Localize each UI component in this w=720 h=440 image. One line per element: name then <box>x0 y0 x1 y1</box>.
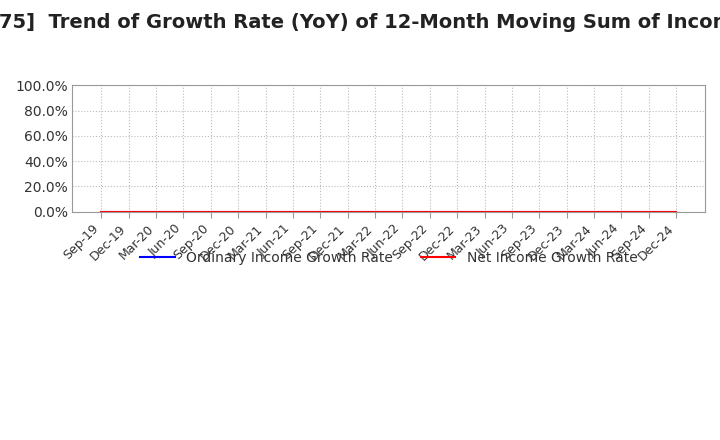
Ordinary Income Growth Rate <box>234 209 243 214</box>
Net Income Growth Rate <box>289 209 297 214</box>
Ordinary Income Growth Rate <box>152 209 161 214</box>
Net Income Growth Rate <box>453 209 462 214</box>
Net Income Growth Rate <box>152 209 161 214</box>
Net Income Growth Rate <box>644 209 653 214</box>
Ordinary Income Growth Rate <box>617 209 626 214</box>
Net Income Growth Rate <box>590 209 598 214</box>
Ordinary Income Growth Rate <box>371 209 379 214</box>
Net Income Growth Rate <box>480 209 489 214</box>
Net Income Growth Rate <box>508 209 516 214</box>
Ordinary Income Growth Rate <box>343 209 352 214</box>
Ordinary Income Growth Rate <box>590 209 598 214</box>
Ordinary Income Growth Rate <box>207 209 215 214</box>
Ordinary Income Growth Rate <box>480 209 489 214</box>
Text: [6775]  Trend of Growth Rate (YoY) of 12-Month Moving Sum of Incomes: [6775] Trend of Growth Rate (YoY) of 12-… <box>0 13 720 32</box>
Net Income Growth Rate <box>234 209 243 214</box>
Ordinary Income Growth Rate <box>562 209 571 214</box>
Net Income Growth Rate <box>179 209 188 214</box>
Ordinary Income Growth Rate <box>316 209 325 214</box>
Ordinary Income Growth Rate <box>97 209 106 214</box>
Net Income Growth Rate <box>672 209 680 214</box>
Ordinary Income Growth Rate <box>426 209 434 214</box>
Net Income Growth Rate <box>426 209 434 214</box>
Net Income Growth Rate <box>535 209 544 214</box>
Ordinary Income Growth Rate <box>179 209 188 214</box>
Net Income Growth Rate <box>617 209 626 214</box>
Ordinary Income Growth Rate <box>261 209 270 214</box>
Net Income Growth Rate <box>261 209 270 214</box>
Ordinary Income Growth Rate <box>289 209 297 214</box>
Net Income Growth Rate <box>97 209 106 214</box>
Ordinary Income Growth Rate <box>453 209 462 214</box>
Net Income Growth Rate <box>125 209 133 214</box>
Net Income Growth Rate <box>371 209 379 214</box>
Ordinary Income Growth Rate <box>508 209 516 214</box>
Net Income Growth Rate <box>398 209 407 214</box>
Net Income Growth Rate <box>316 209 325 214</box>
Ordinary Income Growth Rate <box>644 209 653 214</box>
Ordinary Income Growth Rate <box>535 209 544 214</box>
Net Income Growth Rate <box>562 209 571 214</box>
Ordinary Income Growth Rate <box>125 209 133 214</box>
Net Income Growth Rate <box>207 209 215 214</box>
Legend: Ordinary Income Growth Rate, Net Income Growth Rate: Ordinary Income Growth Rate, Net Income … <box>135 246 643 271</box>
Ordinary Income Growth Rate <box>398 209 407 214</box>
Ordinary Income Growth Rate <box>672 209 680 214</box>
Net Income Growth Rate <box>343 209 352 214</box>
